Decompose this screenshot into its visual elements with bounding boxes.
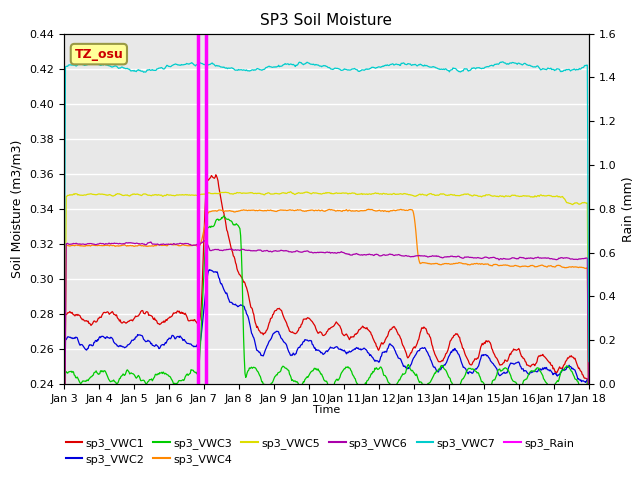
sp3_VWC4 [585, 444, 593, 450]
sp3_VWC3 [205, 225, 212, 230]
sp3_VWC7 [124, 66, 131, 72]
sp3_VWC6 [70, 240, 77, 246]
sp3_VWC2 [205, 268, 212, 274]
sp3_VWC4 [205, 209, 212, 215]
sp3_VWC2 [70, 336, 77, 341]
sp3_VWC2 [177, 334, 184, 340]
Line: sp3_VWC3: sp3_VWC3 [64, 216, 589, 480]
sp3_VWC6 [177, 240, 184, 246]
sp3_VWC4 [70, 242, 77, 248]
sp3_VWC4 [124, 243, 131, 249]
sp3_VWC4 [391, 207, 399, 213]
Line: sp3_VWC1: sp3_VWC1 [64, 175, 589, 480]
Line: sp3_VWC2: sp3_VWC2 [64, 270, 589, 480]
sp3_VWC3 [406, 366, 414, 372]
sp3_VWC7 [205, 62, 212, 68]
sp3_VWC6 [406, 253, 414, 259]
sp3_VWC1 [124, 319, 131, 325]
sp3_VWC6 [202, 238, 209, 243]
sp3_VWC1 [205, 177, 212, 183]
sp3_VWC5 [391, 191, 399, 197]
sp3_VWC3 [220, 213, 228, 219]
sp3_VWC3 [70, 369, 77, 375]
sp3_VWC1 [391, 324, 399, 330]
sp3_VWC2 [391, 347, 399, 353]
sp3_VWC2 [124, 342, 131, 348]
sp3_VWC3 [391, 384, 399, 389]
sp3_VWC7 [177, 62, 184, 68]
Y-axis label: Soil Moisture (m3/m3): Soil Moisture (m3/m3) [11, 140, 24, 278]
Line: sp3_VWC6: sp3_VWC6 [64, 240, 589, 480]
sp3_VWC5 [177, 192, 184, 198]
Line: sp3_VWC7: sp3_VWC7 [64, 62, 589, 361]
sp3_VWC6 [391, 252, 399, 258]
sp3_VWC2 [406, 363, 414, 369]
Legend: sp3_VWC1, sp3_VWC2, sp3_VWC3, sp3_VWC4, sp3_VWC5, sp3_VWC6, sp3_VWC7, sp3_Rain: sp3_VWC1, sp3_VWC2, sp3_VWC3, sp3_VWC4, … [61, 433, 579, 469]
sp3_VWC7 [60, 359, 68, 364]
sp3_VWC1 [406, 352, 414, 358]
sp3_VWC7 [390, 62, 397, 68]
Line: sp3_VWC5: sp3_VWC5 [64, 192, 589, 480]
sp3_VWC3 [124, 367, 131, 373]
X-axis label: Time: Time [313, 405, 340, 415]
sp3_VWC7 [405, 61, 413, 67]
Text: TZ_osu: TZ_osu [74, 48, 124, 60]
sp3_VWC5 [124, 192, 131, 198]
sp3_VWC4 [177, 243, 184, 249]
sp3_VWC7 [585, 359, 593, 364]
sp3_VWC7 [499, 59, 506, 65]
sp3_VWC4 [365, 206, 372, 212]
sp3_VWC5 [205, 190, 212, 195]
sp3_VWC1 [177, 311, 184, 316]
sp3_VWC6 [205, 246, 213, 252]
sp3_VWC1 [212, 172, 220, 178]
sp3_VWC2 [205, 267, 213, 273]
sp3_VWC7 [70, 62, 77, 68]
Line: sp3_VWC4: sp3_VWC4 [64, 209, 589, 480]
sp3_VWC1 [70, 312, 77, 318]
sp3_VWC4 [406, 207, 414, 213]
sp3_VWC5 [585, 401, 593, 407]
sp3_VWC6 [124, 240, 131, 246]
sp3_VWC3 [177, 378, 184, 384]
sp3_VWC5 [287, 189, 294, 194]
sp3_VWC5 [70, 191, 77, 197]
Title: SP3 Soil Moisture: SP3 Soil Moisture [260, 13, 392, 28]
Y-axis label: Rain (mm): Rain (mm) [622, 176, 635, 241]
sp3_VWC6 [585, 437, 593, 443]
sp3_VWC5 [406, 192, 414, 197]
